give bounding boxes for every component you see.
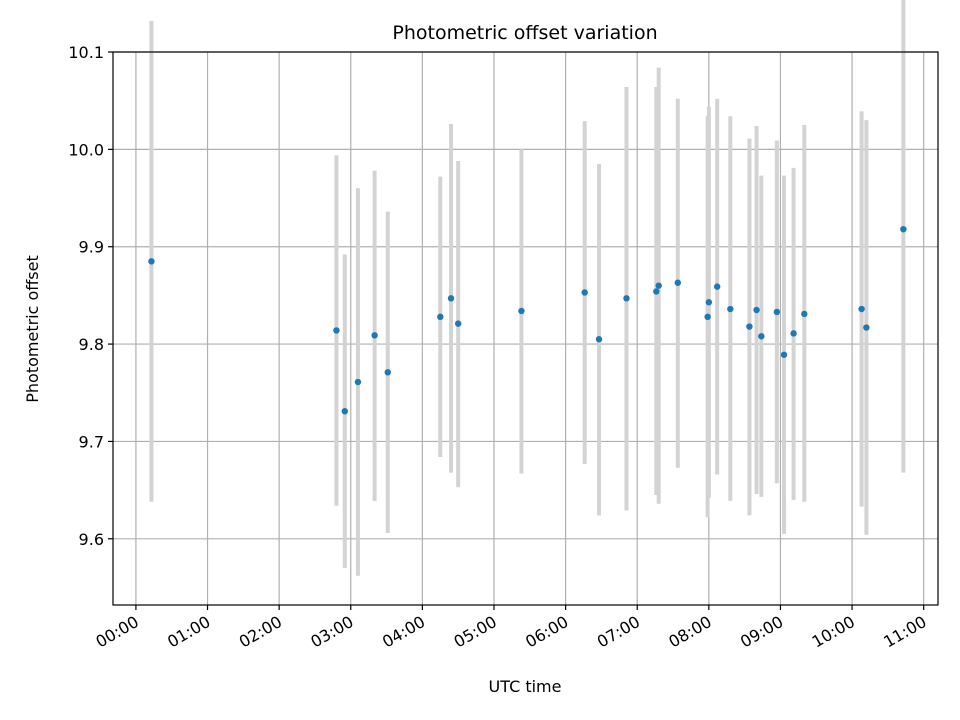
y-axis-label: Photometric offset [23, 255, 42, 403]
data-point [753, 306, 760, 314]
data-point [773, 308, 781, 316]
data-points [148, 225, 907, 415]
data-point [655, 282, 662, 289]
y-tick-label: 9.8 [79, 335, 104, 354]
y-tick-label: 9.9 [79, 238, 104, 257]
y-tick-label: 9.7 [79, 432, 104, 451]
data-point [623, 295, 630, 302]
data-point [780, 351, 788, 358]
data-point [333, 327, 340, 334]
data-point [746, 323, 753, 330]
data-point [518, 307, 525, 315]
data-point [713, 283, 721, 290]
data-point [900, 225, 907, 233]
data-point [801, 310, 808, 318]
data-point [148, 258, 155, 265]
data-point [790, 330, 797, 337]
x-axis-label: UTC time [489, 677, 562, 696]
data-point [653, 288, 660, 295]
data-point [727, 305, 734, 313]
chart-title: Photometric offset variation [392, 22, 657, 44]
data-point [341, 408, 348, 415]
data-point [705, 299, 713, 306]
y-tick-label: 10.0 [68, 140, 104, 159]
data-point [454, 320, 462, 327]
y-tick-label: 10.1 [68, 43, 104, 62]
plot-frame [112, 51, 939, 606]
y-tick-label: 9.6 [79, 530, 104, 549]
data-point [354, 378, 362, 386]
data-point [858, 305, 865, 313]
data-point [704, 313, 711, 321]
y-axis: 9.6 9.7 9.8 9.9 10.0 10.1 [68, 43, 113, 549]
data-point [581, 289, 588, 296]
data-point [437, 313, 444, 321]
data-point [371, 332, 378, 339]
data-point [384, 369, 391, 376]
data-point [447, 295, 455, 302]
data-point [674, 279, 682, 286]
data-point [595, 336, 603, 343]
data-point [758, 333, 765, 340]
data-point [863, 324, 870, 331]
